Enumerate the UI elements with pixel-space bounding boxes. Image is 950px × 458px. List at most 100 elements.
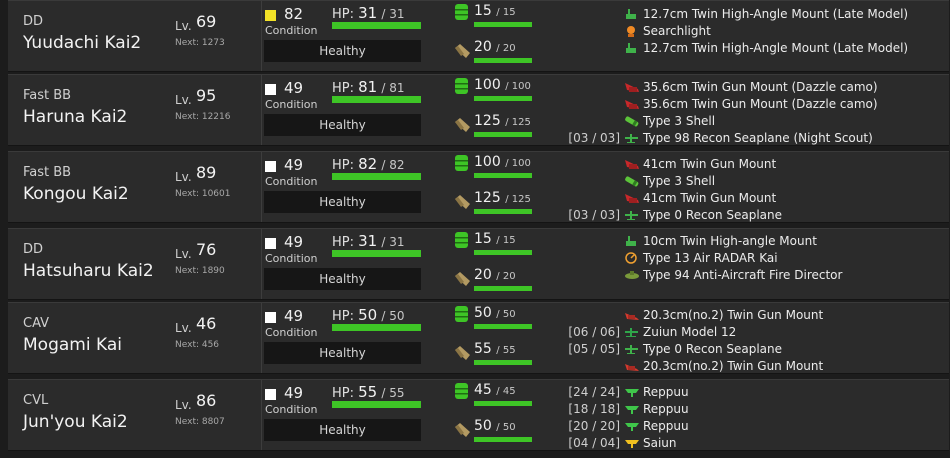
medium-gun-icon — [624, 309, 640, 321]
equipment-item[interactable]: Type 13 Air RADAR Kai — [564, 251, 944, 268]
ammo-bar-fill — [474, 286, 532, 291]
shell-icon — [624, 115, 640, 127]
equipment-item[interactable]: 20.3cm(no.2) Twin Gun Mount — [564, 308, 944, 325]
ship-name[interactable]: Haruna Kai2 — [23, 107, 128, 127]
ammo-current: 55 — [474, 341, 492, 357]
ship-type: CAV — [23, 316, 50, 331]
ammo-readout: 125 / 125 — [474, 190, 531, 206]
hp-max: / 31 — [381, 7, 405, 21]
ammo-current: 20 — [474, 267, 492, 283]
level-value: 95 — [196, 86, 217, 105]
ship-row[interactable]: Fast BB Haruna Kai2 Lv. 95 Next: 12216 49 Cond… — [8, 74, 949, 146]
equipment-item[interactable]: [24 / 24] Reppuu — [564, 385, 944, 402]
fuel-max: / 50 — [496, 309, 516, 320]
ammo-max: / 20 — [496, 271, 516, 282]
condition-label: Condition — [265, 98, 318, 111]
equipment-name: Type 3 Shell — [643, 114, 716, 128]
hp-current: 81 — [358, 78, 378, 96]
small-gun-icon — [624, 42, 640, 54]
ammo-icon — [454, 43, 470, 59]
fuel-bar-fill — [474, 22, 532, 27]
condition-value: 49 — [284, 307, 304, 325]
status-badge: Healthy — [264, 114, 421, 136]
equipment-name: 35.6cm Twin Gun Mount (Dazzle camo) — [643, 97, 878, 111]
equipment-item[interactable]: [05 / 05] Type 0 Recon Seaplane — [564, 342, 944, 359]
ship-name[interactable]: Hatsuharu Kai2 — [23, 261, 154, 281]
ammo-bar — [474, 286, 532, 291]
hp-readout: HP: 82 / 82 — [332, 155, 405, 173]
fuel-icon — [454, 382, 469, 399]
hp-bar-fill — [332, 324, 421, 331]
equipment-name: Type 98 Recon Seaplane (Night Scout) — [643, 131, 873, 145]
ammo-current: 20 — [474, 39, 492, 55]
ammo-readout: 20 / 20 — [474, 39, 516, 55]
hp-current: 31 — [358, 4, 378, 22]
equipment-item[interactable]: Searchlight — [564, 24, 944, 41]
fuel-icon — [454, 231, 469, 248]
ship-row[interactable]: DD Yuudachi Kai2 Lv. 69 Next: 1273 82 Conditio… — [8, 0, 949, 72]
equipment-item[interactable]: [04 / 04] Saiun — [564, 436, 944, 453]
column-divider — [261, 229, 262, 299]
fuel-readout: 100 / 100 — [474, 77, 531, 93]
equipment-item[interactable]: Type 3 Shell — [564, 114, 944, 131]
equipment-name: 20.3cm(no.2) Twin Gun Mount — [643, 308, 824, 322]
equipment-name: 12.7cm Twin High-Angle Mount (Late Model… — [643, 7, 909, 21]
ammo-bar — [474, 132, 532, 137]
ship-type: Fast BB — [23, 165, 72, 180]
equipment-item[interactable]: 35.6cm Twin Gun Mount (Dazzle camo) — [564, 97, 944, 114]
next-exp: Next: 10601 — [175, 189, 231, 199]
ammo-icon — [454, 345, 470, 361]
fuel-bar — [474, 401, 532, 406]
ship-name[interactable]: Mogami Kai — [23, 335, 122, 355]
equipment-item[interactable]: 41cm Twin Gun Mount — [564, 191, 944, 208]
ship-row[interactable]: CVL Jun'you Kai2 Lv. 86 Next: 8807 49 Conditio… — [8, 379, 949, 451]
ammo-readout: 20 / 20 — [474, 267, 516, 283]
equipment-item[interactable]: 12.7cm Twin High-Angle Mount (Late Model… — [564, 7, 944, 24]
next-exp: Next: 8807 — [175, 417, 225, 427]
fuel-readout: 15 / 15 — [474, 3, 516, 19]
hp-readout: HP: 50 / 50 — [332, 306, 405, 324]
fuel-readout: 15 / 15 — [474, 231, 516, 247]
level-label: Lv. — [175, 170, 192, 184]
column-divider — [261, 303, 262, 373]
equipment-item[interactable]: 35.6cm Twin Gun Mount (Dazzle camo) — [564, 80, 944, 97]
ship-row[interactable]: Fast BB Kongou Kai2 Lv. 89 Next: 10601 49 Cond… — [8, 151, 949, 223]
hp-label: HP: — [332, 386, 354, 401]
hp-label: HP: — [332, 81, 354, 96]
ammo-icon — [454, 271, 470, 287]
equipment-item[interactable]: [18 / 18] Reppuu — [564, 402, 944, 419]
level-label: Lv. — [175, 398, 192, 412]
equipment-item[interactable]: Type 3 Shell — [564, 174, 944, 191]
equipment-item[interactable]: 20.3cm(no.2) Twin Gun Mount — [564, 359, 944, 376]
column-divider — [261, 152, 262, 222]
equipment-item[interactable]: Type 94 Anti-Aircraft Fire Director — [564, 268, 944, 285]
equipment-name: Saiun — [643, 436, 677, 450]
equipment-item[interactable]: 41cm Twin Gun Mount — [564, 157, 944, 174]
ammo-readout: 50 / 50 — [474, 418, 516, 434]
slot-count: [05 / 05] — [568, 342, 620, 356]
ship-row[interactable]: CAV Mogami Kai Lv. 46 Next: 456 49 Condition He… — [8, 302, 949, 374]
ship-name[interactable]: Jun'you Kai2 — [23, 412, 128, 432]
equipment-item[interactable]: [20 / 20] Reppuu — [564, 419, 944, 436]
equipment-item[interactable]: [06 / 06] Zuiun Model 12 — [564, 325, 944, 342]
equipment-item[interactable]: [03 / 03] Type 98 Recon Seaplane (Night S… — [564, 131, 944, 148]
condition-value: 82 — [284, 5, 304, 23]
ammo-current: 125 — [474, 113, 501, 129]
status-badge: Healthy — [264, 191, 421, 213]
level-label: Lv. — [175, 19, 192, 33]
small-gun-icon — [624, 235, 640, 247]
condition-label: Condition — [265, 252, 318, 265]
equipment-item[interactable]: 12.7cm Twin High-Angle Mount (Late Model… — [564, 41, 944, 58]
equipment-name: 12.7cm Twin High-Angle Mount (Late Model… — [643, 41, 909, 55]
equipment-item[interactable]: 10cm Twin High-angle Mount — [564, 234, 944, 251]
fuel-max: / 100 — [505, 158, 531, 169]
equipment-name: Searchlight — [643, 24, 711, 38]
status-badge: Healthy — [264, 40, 421, 62]
ship-name[interactable]: Kongou Kai2 — [23, 184, 129, 204]
hp-bar-fill — [332, 401, 421, 408]
slot-count: [06 / 06] — [568, 325, 620, 339]
ship-name[interactable]: Yuudachi Kai2 — [23, 33, 142, 53]
equipment-item[interactable]: [03 / 03] Type 0 Recon Seaplane — [564, 208, 944, 225]
ship-row[interactable]: DD Hatsuharu Kai2 Lv. 76 Next: 1890 49 Conditi… — [8, 228, 949, 300]
